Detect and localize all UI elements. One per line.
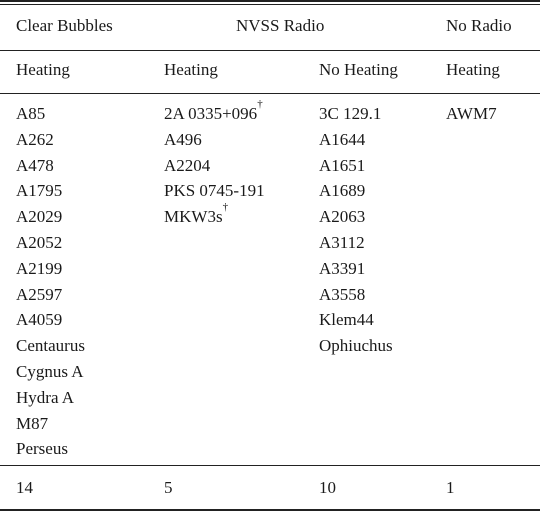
- cluster-name: MKW3s: [164, 207, 223, 227]
- cluster-name: A85: [16, 104, 46, 123]
- subheader-no-heating: No Heating: [319, 60, 398, 79]
- subheader-heating-3: Heating: [446, 60, 500, 79]
- column-no-radio: AWM7: [446, 101, 497, 127]
- cluster-name: A496: [164, 129, 202, 149]
- cluster-name: AWM7: [446, 104, 497, 123]
- cluster-name: Cygnus A: [16, 361, 84, 381]
- column-clear-bubbles: A85 A262 A478 A1795 A2029 A2052 A2199 A2…: [16, 101, 85, 462]
- bottom-rule: [0, 509, 540, 511]
- cluster-name: M87: [16, 413, 49, 433]
- group-header-nvss-radio: NVSS Radio: [236, 16, 325, 35]
- header-rule: [0, 50, 540, 51]
- group-header-no-radio: No Radio: [446, 16, 512, 35]
- column-nvss-no-heating: 3C 129.1 A1644 A1651 A1689 A2063 A3112 A…: [319, 101, 393, 359]
- dagger-mark: †: [222, 201, 229, 214]
- cluster-name: Klem44: [319, 310, 374, 330]
- cluster-name: PKS 0745-191: [164, 181, 265, 201]
- group-header-clear-bubbles: Clear Bubbles: [16, 16, 113, 35]
- dagger-mark: †: [257, 98, 263, 110]
- column-nvss-heating: 2A 0335+096† A496 A2204 PKS 0745-191 MKW…: [164, 98, 265, 230]
- cluster-name-row: MKW3s†: [164, 201, 265, 230]
- cluster-name: A2063: [319, 207, 366, 227]
- subheader-heating-2: Heating: [164, 60, 218, 79]
- cluster-name: Centaurus: [16, 336, 85, 356]
- top-rule-thin: [0, 4, 540, 5]
- total-nvss-no-heating: 10: [319, 478, 336, 497]
- total-nvss-heating: 5: [164, 478, 173, 497]
- cluster-name: A1689: [319, 181, 366, 201]
- cluster-name: 2A 0335+096: [164, 104, 258, 123]
- cluster-name: A3112: [319, 232, 365, 252]
- cluster-name: A1651: [319, 155, 366, 175]
- total-no-radio: 1: [446, 478, 455, 497]
- cluster-name: A1644: [319, 129, 366, 149]
- cluster-name: A1795: [16, 181, 63, 201]
- cluster-name: A3391: [319, 258, 366, 278]
- cluster-name: A4059: [16, 310, 63, 330]
- cluster-name: Perseus: [16, 439, 68, 459]
- total-clear-bubbles: 14: [16, 478, 33, 497]
- cluster-name: A2199: [16, 258, 63, 278]
- cluster-name: A2597: [16, 284, 63, 304]
- cluster-name-row: 2A 0335+096†: [164, 98, 265, 127]
- subheader-heating-1: Heating: [16, 60, 70, 79]
- subheader-rule: [0, 93, 540, 94]
- cluster-name: A2204: [164, 155, 211, 175]
- cluster-name: Ophiuchus: [319, 336, 393, 356]
- cluster-name: A478: [16, 155, 54, 175]
- top-rule: [0, 0, 540, 2]
- cluster-name: A2052: [16, 232, 63, 252]
- cluster-name: 3C 129.1: [319, 104, 382, 123]
- cluster-name: A262: [16, 129, 54, 149]
- cluster-name: A2029: [16, 207, 63, 227]
- totals-rule: [0, 465, 540, 466]
- cluster-name: A3558: [319, 284, 366, 304]
- cluster-name: Hydra A: [16, 387, 75, 407]
